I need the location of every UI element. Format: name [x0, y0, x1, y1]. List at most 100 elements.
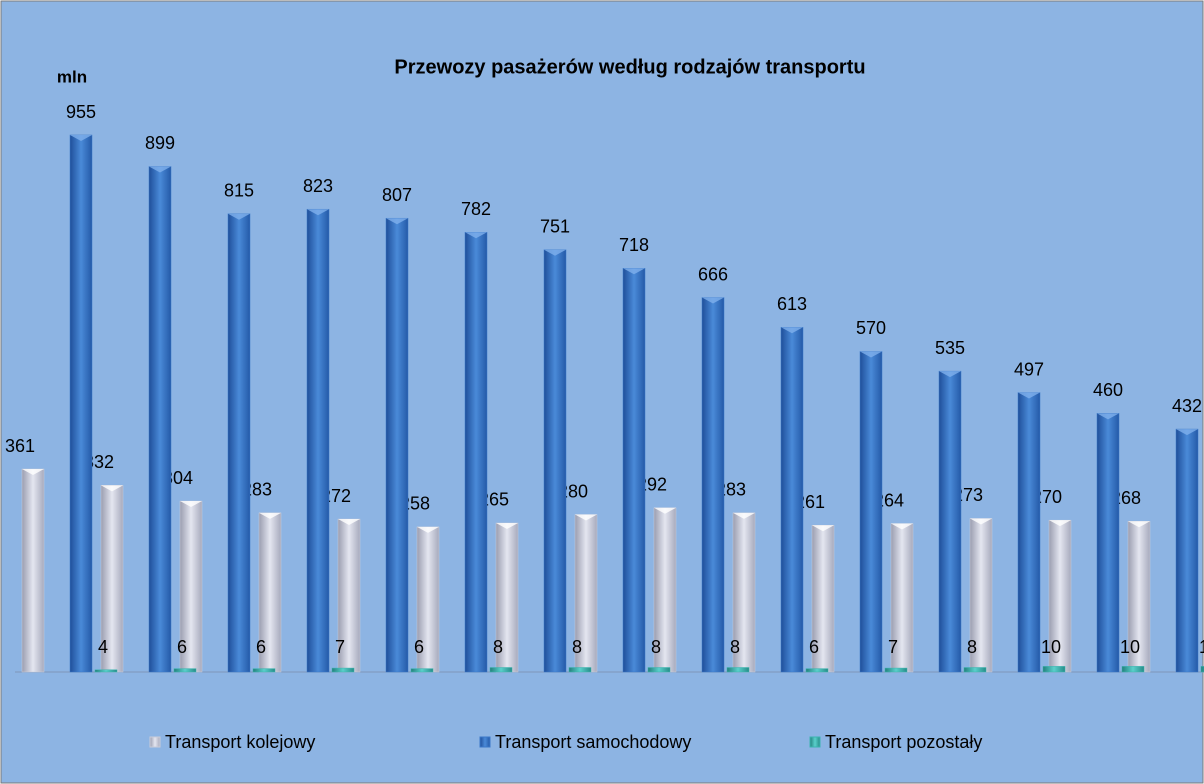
- data-label: 8: [493, 637, 503, 657]
- data-label: 535: [935, 338, 965, 358]
- bar: [227, 213, 251, 673]
- bar-cap: [544, 249, 566, 256]
- chart-title: Przewozy pasażerów według rodzajów trans…: [394, 56, 865, 78]
- bar: [173, 668, 197, 673]
- bar-cap: [1176, 429, 1198, 436]
- bar-cap: [781, 327, 803, 334]
- bar-cap: [702, 297, 724, 304]
- legend-label: Transport pozostały: [825, 732, 982, 752]
- bar: [805, 668, 829, 673]
- data-label: 6: [256, 637, 266, 657]
- bar: [1017, 392, 1041, 673]
- data-label: 4: [98, 637, 108, 657]
- bar: [568, 667, 592, 673]
- bar: [252, 668, 276, 673]
- data-label: 718: [619, 235, 649, 255]
- bar: [647, 667, 671, 673]
- bar: [1121, 666, 1145, 673]
- bar-cap: [860, 351, 882, 358]
- bar-cap: [338, 519, 360, 526]
- data-label: 751: [540, 216, 570, 236]
- bar: [543, 249, 567, 673]
- data-label: 10: [1120, 637, 1140, 657]
- data-label: 7: [888, 637, 898, 657]
- bar: [148, 166, 172, 673]
- bar-cap: [733, 512, 755, 519]
- bar: [410, 668, 434, 673]
- data-label: 361: [5, 436, 35, 456]
- bar: [21, 468, 45, 673]
- bar-cap: [939, 371, 961, 378]
- data-label: 955: [66, 102, 96, 122]
- bar: [331, 667, 355, 673]
- data-label: 899: [145, 133, 175, 153]
- data-label: 10: [1199, 637, 1204, 657]
- bar-cap: [149, 166, 171, 173]
- bar-cap: [891, 523, 913, 530]
- legend-label: Transport samochodowy: [495, 732, 691, 752]
- bar-cap: [70, 135, 92, 141]
- data-label: 8: [651, 637, 661, 657]
- legend-label: Transport kolejowy: [165, 732, 315, 752]
- bar: [1175, 428, 1199, 673]
- data-label: 7: [335, 637, 345, 657]
- bar: [884, 667, 908, 673]
- data-label: 6: [177, 637, 187, 657]
- bar: [306, 208, 330, 673]
- y-axis-label: mln: [57, 67, 87, 86]
- data-label: 432: [1172, 396, 1202, 416]
- bar: [622, 268, 646, 673]
- data-label: 807: [382, 185, 412, 205]
- bar-cap: [417, 526, 439, 533]
- bar: [464, 232, 488, 673]
- legend-marker: [809, 736, 821, 748]
- bar-cap: [307, 209, 329, 216]
- bar: [701, 297, 725, 673]
- bar-cap: [180, 501, 202, 508]
- bar: [385, 217, 409, 673]
- data-label: 570: [856, 318, 886, 338]
- bar-cap: [970, 518, 992, 525]
- bar-cap: [496, 522, 518, 529]
- data-label: 6: [414, 637, 424, 657]
- bar: [726, 667, 750, 673]
- bar-cap: [1128, 521, 1150, 528]
- bar: [1096, 413, 1120, 673]
- bar-cap: [623, 268, 645, 275]
- bar-cap: [1049, 520, 1071, 527]
- bar-cap: [386, 218, 408, 225]
- bar-cap: [654, 507, 676, 514]
- data-label: 666: [698, 264, 728, 284]
- data-label: 6: [809, 637, 819, 657]
- bar: [94, 669, 118, 673]
- data-label: 613: [777, 294, 807, 314]
- bar-cap: [812, 525, 834, 532]
- bar-cap: [22, 469, 44, 476]
- bar: [1042, 666, 1066, 673]
- bar: [859, 351, 883, 673]
- data-label: 10: [1041, 637, 1061, 657]
- data-label: 8: [572, 637, 582, 657]
- data-label: 460: [1093, 380, 1123, 400]
- bar-cap: [259, 512, 281, 519]
- bar: [780, 327, 804, 673]
- data-label: 8: [967, 637, 977, 657]
- data-label: 782: [461, 199, 491, 219]
- bar-cap: [228, 213, 250, 220]
- legend-marker: [479, 736, 491, 748]
- bar: [489, 667, 513, 673]
- data-label: 815: [224, 180, 254, 200]
- bar-cap: [1018, 392, 1040, 399]
- bar-cap: [1097, 413, 1119, 420]
- bar: [1200, 666, 1204, 673]
- bar: [963, 667, 987, 673]
- data-label: 823: [303, 176, 333, 196]
- legend-marker: [149, 736, 161, 748]
- bar-cap: [101, 485, 123, 492]
- bar-cap: [465, 232, 487, 239]
- data-label: 497: [1014, 359, 1044, 379]
- data-label: 8: [730, 637, 740, 657]
- bar: [69, 134, 93, 673]
- bar: [938, 370, 962, 673]
